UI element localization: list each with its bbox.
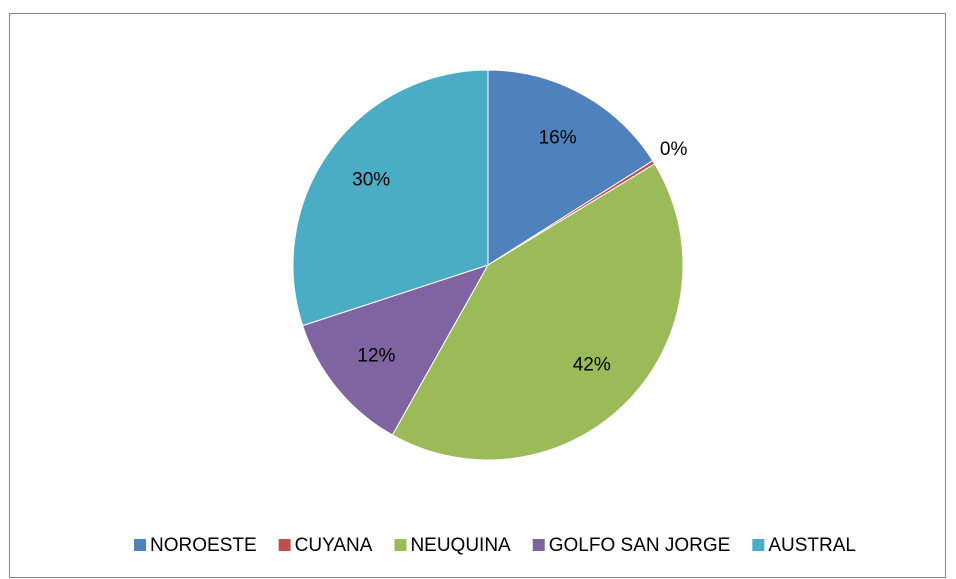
legend-swatch (752, 539, 765, 551)
legend-swatch (394, 539, 407, 551)
data-label: 42% (573, 354, 611, 375)
legend-label: CUYANA (295, 535, 373, 556)
data-label: 0% (660, 139, 688, 160)
data-label: 16% (539, 128, 577, 149)
pie-slice (391, 163, 684, 461)
pie-slice (487, 69, 654, 266)
legend-label: AUSTRAL (768, 535, 856, 556)
legend-swatch (532, 539, 545, 551)
legend-swatch (278, 539, 291, 551)
legend-label: GOLFO SAN JORGE (549, 535, 731, 556)
data-label: 12% (357, 346, 395, 367)
data-label: 30% (352, 169, 390, 190)
pie-slice (302, 264, 490, 436)
legend-swatch (134, 539, 147, 551)
legend-label: NOROESTE (150, 535, 257, 556)
legend-label: NEUQUINA (410, 535, 511, 556)
pie-slice (292, 69, 489, 327)
